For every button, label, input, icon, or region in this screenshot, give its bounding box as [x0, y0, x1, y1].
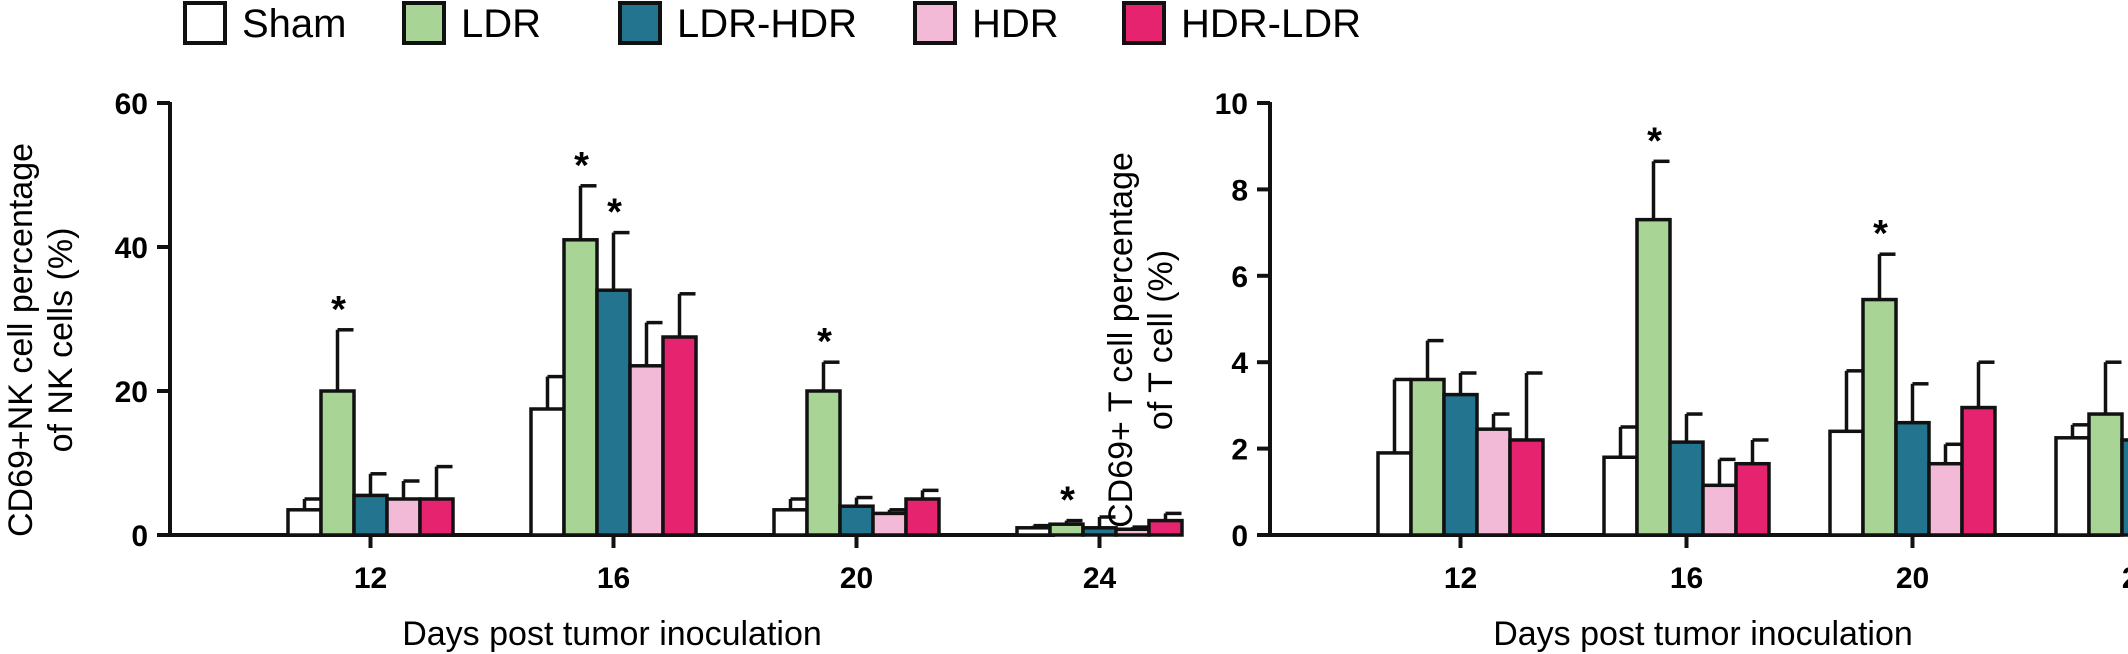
x-axis-title: Days post tumor inoculation: [402, 615, 822, 653]
bar-sham: [1602, 455, 1639, 537]
legend-swatch: [183, 1, 227, 45]
x-axis-title: Days post tumor inoculation: [1493, 615, 1913, 653]
bar-hdr: [1475, 427, 1512, 537]
bar-hdr-ldr: [1734, 461, 1771, 537]
y-tick-label: 20: [115, 376, 148, 409]
x-tick-label: 16: [597, 562, 630, 595]
legend-swatch: [402, 1, 446, 45]
bar-hdr: [1701, 483, 1738, 537]
significance-marker: *: [331, 289, 346, 331]
x-tick-label: 24: [1083, 562, 1117, 595]
y-axis-title-line-1: CD69+NK cell percentage: [2, 143, 40, 537]
bar-hdr-ldr: [661, 335, 698, 537]
bar-sham: [772, 508, 809, 537]
significance-marker: *: [1873, 213, 1888, 255]
legend-swatch: [1122, 1, 1166, 45]
bar-sham: [529, 407, 566, 537]
y-tick-label: 2: [1231, 434, 1248, 467]
bar-ldr: [805, 389, 842, 537]
x-tick-label: 16: [1670, 562, 1703, 595]
y-tick-label: 0: [1231, 520, 1248, 553]
bar-ldr: [2087, 412, 2124, 537]
x-tick-label: 24: [2122, 562, 2128, 595]
significance-marker: *: [1060, 480, 1075, 522]
bar-ldr: [562, 238, 599, 537]
x-tick-label: 20: [1896, 562, 1929, 595]
y-tick-label: 60: [115, 88, 148, 121]
bar-ldr-hdr: [1894, 420, 1931, 537]
x-tick-label: 12: [1444, 562, 1477, 595]
x-tick-label: 20: [840, 562, 873, 595]
y-tick-label: 40: [115, 232, 148, 265]
bar-hdr: [1114, 527, 1151, 537]
bar-hdr: [385, 497, 422, 537]
y-tick-label: 10: [1215, 88, 1248, 121]
bar-ldr: [319, 389, 356, 537]
bar-sham: [1015, 526, 1052, 537]
bar-hdr: [1927, 461, 1964, 537]
significance-marker: *: [574, 145, 589, 187]
bar-ldr-hdr: [2120, 438, 2128, 537]
bar-ldr: [1635, 217, 1672, 537]
bar-sham: [286, 508, 323, 537]
bar-sham: [1376, 451, 1413, 537]
significance-marker: *: [1647, 120, 1662, 162]
bar-hdr-ldr: [1508, 438, 1545, 537]
bar-sham: [2054, 436, 2091, 537]
bar-ldr: [1048, 522, 1085, 537]
chart-panel-nk-cells: CD69+NK cell percentage of NK cells (%) …: [2, 88, 1184, 653]
y-axis-title-line-1: CD69+ T cell percentage: [1102, 152, 1140, 528]
bar-hdr-ldr: [1960, 405, 1997, 537]
bar-hdr: [871, 511, 908, 537]
y-tick-label: 0: [131, 520, 148, 553]
legend-label: LDR: [461, 2, 541, 46]
y-tick-label: 8: [1231, 174, 1248, 207]
bar-hdr-ldr: [904, 497, 941, 537]
significance-marker: *: [607, 192, 622, 234]
bar-ldr-hdr: [352, 493, 389, 537]
legend-label: LDR-HDR: [677, 2, 857, 46]
bar-ldr-hdr: [838, 504, 875, 537]
y-tick-label: 6: [1231, 261, 1248, 294]
bar-hdr-ldr: [1147, 518, 1184, 537]
legend-label: HDR-LDR: [1181, 2, 1361, 46]
bar-ldr: [1861, 297, 1898, 537]
bar-ldr-hdr: [1668, 440, 1705, 537]
bar-ldr-hdr: [595, 288, 632, 537]
x-tick-label: 12: [354, 562, 387, 595]
significance-marker: *: [817, 321, 832, 363]
bar-sham: [1828, 429, 1865, 537]
legend-swatch: [618, 1, 662, 45]
legend-label: Sham: [242, 2, 347, 46]
bar-hdr-ldr: [418, 497, 455, 537]
legend: Sham LDR LDR-HDR HDR HDR-LDR: [183, 1, 1361, 46]
legend-swatch: [913, 1, 957, 45]
y-axis-title-line-2: of T cell (%): [1142, 250, 1180, 430]
bar-ldr: [1409, 377, 1446, 537]
legend-label: HDR: [972, 2, 1059, 46]
bar-ldr-hdr: [1442, 392, 1479, 537]
y-axis-title-line-2: of NK cells (%): [42, 228, 80, 453]
chart-panel-t-cells: CD69+ T cell percentage of T cell (%) Da…: [1102, 88, 2128, 653]
y-tick-label: 4: [1231, 347, 1248, 380]
bar-hdr: [628, 364, 665, 537]
